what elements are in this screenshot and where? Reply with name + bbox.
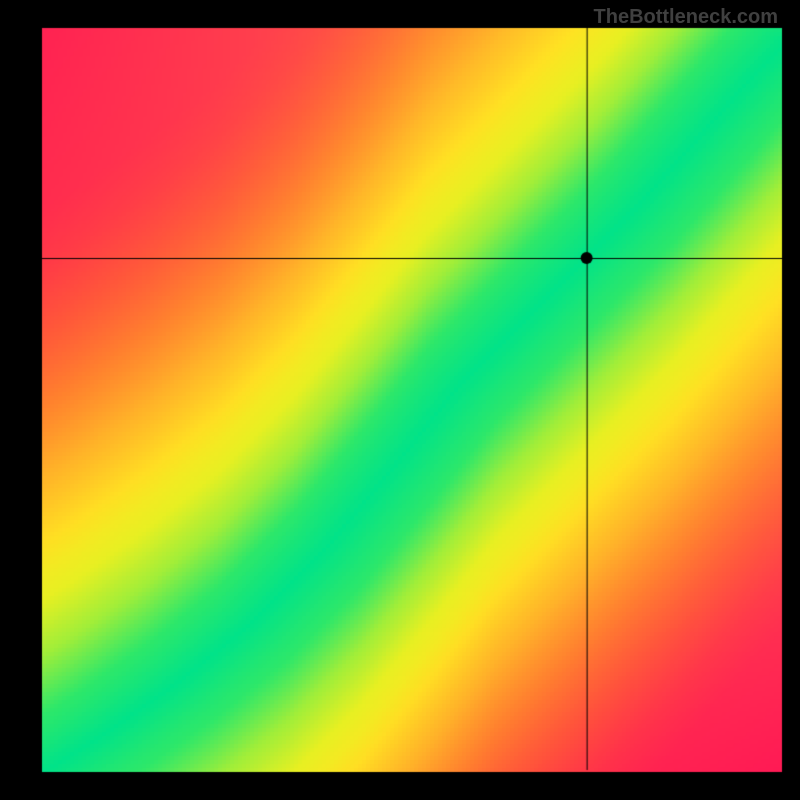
chart-container: TheBottleneck.com bbox=[0, 0, 800, 800]
bottleneck-heatmap-canvas bbox=[0, 0, 800, 800]
watermark-text: TheBottleneck.com bbox=[594, 6, 778, 29]
